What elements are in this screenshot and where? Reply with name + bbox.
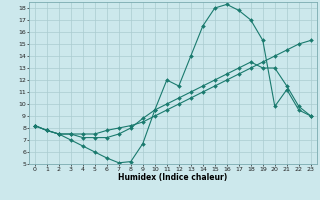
X-axis label: Humidex (Indice chaleur): Humidex (Indice chaleur): [118, 173, 228, 182]
